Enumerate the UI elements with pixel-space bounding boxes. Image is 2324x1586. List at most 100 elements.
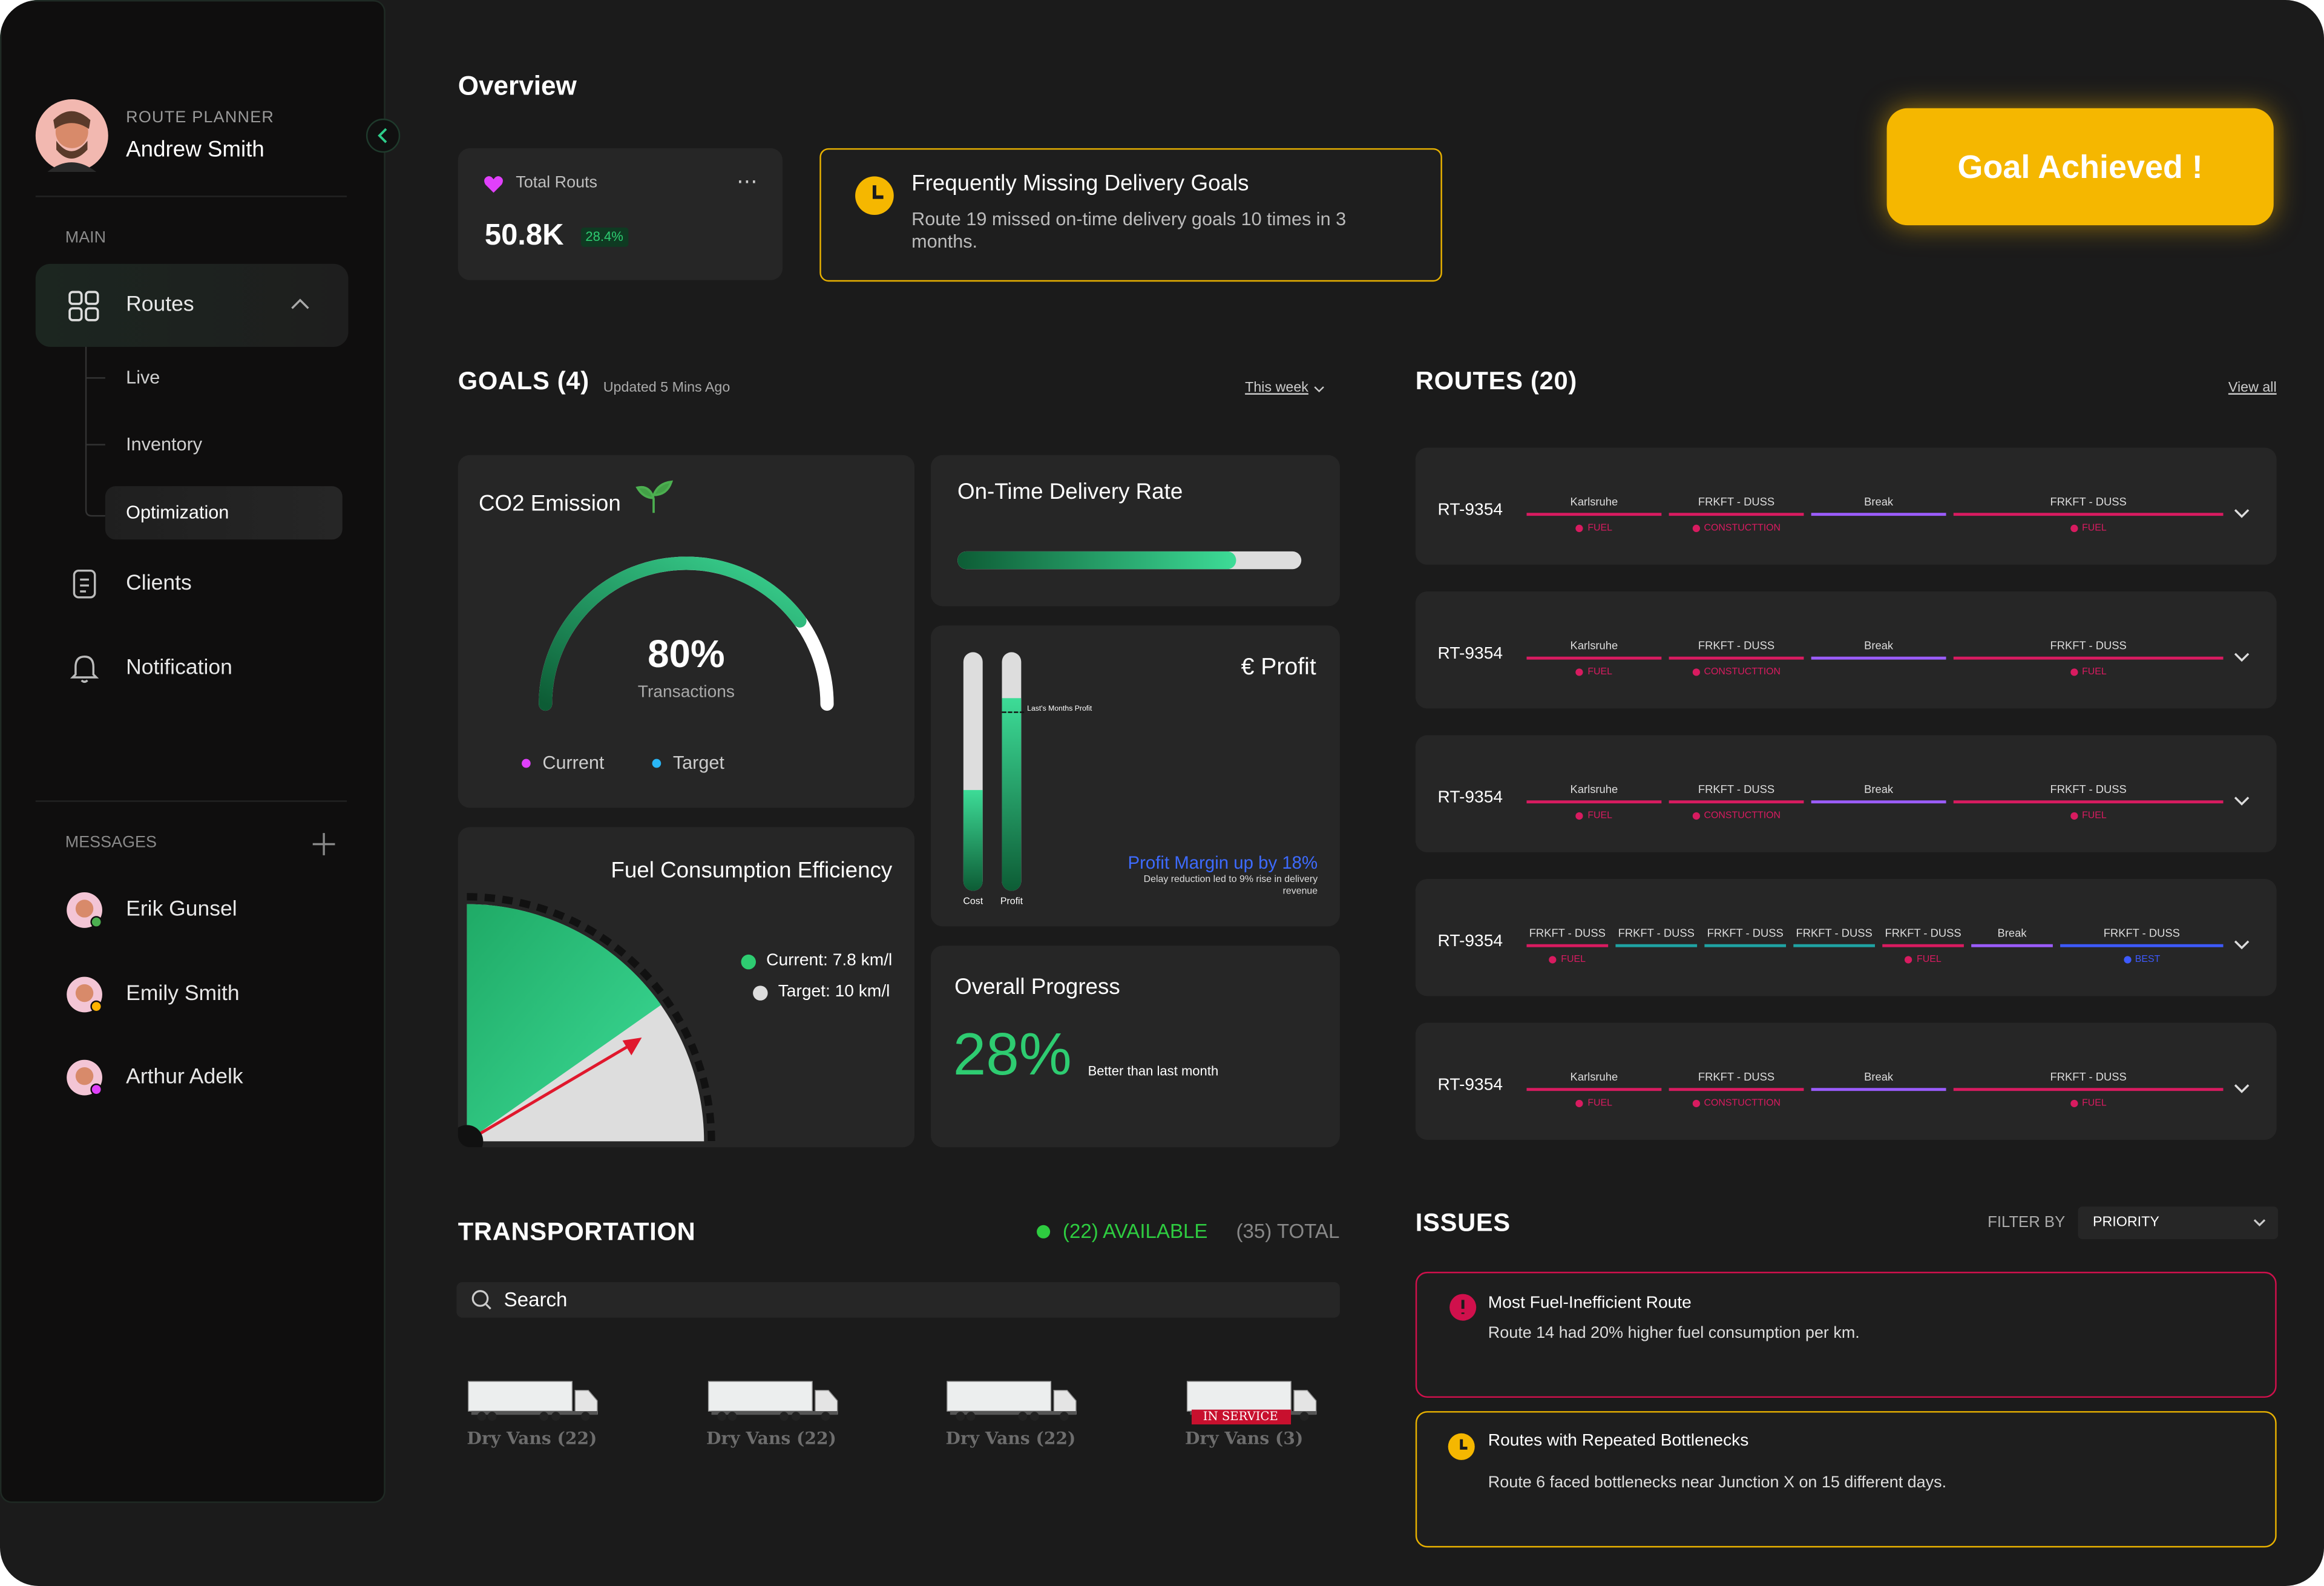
route-row[interactable]: RT-9354 Karlsruhe FUEL FRKFT - DUSS CONSTUCT… (1415, 1022, 2277, 1140)
card-title: Fuel Consumption Efficiency (611, 858, 893, 884)
segment-label: Karlsruhe (1570, 495, 1618, 508)
segment-line (1615, 944, 1698, 947)
truck-image[interactable] (706, 1378, 839, 1423)
wheel (551, 1412, 560, 1421)
route-segment: FRKFT - DUSS BEST (2060, 925, 2224, 969)
route-row[interactable]: RT-9354 Karlsruhe FUEL FRKFT - DUSS CONSTUCT… (1415, 735, 2277, 852)
segment-line (1811, 656, 1946, 659)
wheel (1030, 1412, 1039, 1421)
chevron[interactable] (2253, 1219, 2266, 1228)
wheel (790, 1412, 800, 1421)
graphic (85, 291, 99, 305)
issue-card[interactable] (1415, 1271, 2277, 1398)
route-id: RT-9354 (1437, 789, 1503, 807)
nav-item[interactable]: Routes (126, 293, 194, 317)
segment-line (1811, 513, 1946, 515)
segment-line (1953, 513, 2224, 515)
tag-text: FUEL (1917, 953, 1942, 964)
expand-chevron[interactable] (2234, 652, 2250, 662)
chassis (711, 1411, 837, 1415)
segment-line (1669, 1088, 1804, 1090)
subnav-active[interactable] (105, 486, 343, 540)
expand-chevron[interactable] (2234, 939, 2250, 950)
graphic (485, 1303, 491, 1310)
segment-label: FRKFT - DUSS (1885, 926, 1961, 940)
progress-note: Better than last month (1088, 1063, 1219, 1079)
wheel (778, 1412, 788, 1421)
nav-item[interactable]: Clients (126, 571, 192, 596)
route-segment: Break (1811, 637, 1946, 682)
segment-line (1882, 944, 1964, 947)
chevron-up[interactable] (290, 298, 310, 310)
bar (963, 791, 983, 891)
message-name[interactable]: Arthur Adelk (126, 1065, 243, 1090)
route-row[interactable]: RT-9354 Karlsruhe FUEL FRKFT - DUSS CONSTUCT… (1415, 447, 2277, 565)
more-button[interactable]: ⋯ (737, 169, 759, 193)
tag-dot (1905, 955, 1912, 963)
page-title: Overview (458, 71, 577, 101)
message-name[interactable]: Erik Gunsel (126, 898, 237, 922)
user-name: Andrew Smith (126, 137, 264, 163)
route-segment: Karlsruhe FUEL (1526, 781, 1662, 825)
graphic (484, 176, 503, 193)
subnav-item[interactable]: Live (126, 367, 160, 388)
subnav-item[interactable]: Inventory (126, 433, 203, 455)
truck-image[interactable] (945, 1378, 1078, 1423)
search-box[interactable] (456, 1282, 1340, 1318)
segment-tag: FUEL (1882, 954, 1964, 965)
co2-gauge (539, 556, 834, 711)
segment-label: FRKFT - DUSS (2103, 926, 2180, 940)
filter-dropdown[interactable] (2078, 1206, 2279, 1240)
route-row[interactable]: RT-9354 Karlsruhe FUEL FRKFT - DUSS CONSTUCT… (1415, 591, 2277, 709)
view-all[interactable]: View all (2228, 380, 2277, 396)
route-segments: Karlsruhe FUEL FRKFT - DUSS CONSTUCTTION Bre… (1526, 781, 2224, 825)
segment-line (1704, 944, 1787, 947)
expand-chevron[interactable] (2234, 796, 2250, 806)
truck-image[interactable] (467, 1378, 600, 1423)
available: (22) AVAILABLE (1062, 1220, 1208, 1243)
add-message[interactable] (312, 833, 335, 855)
issue-icon (1449, 1294, 1477, 1321)
segment-label: FRKFT - DUSS (1698, 1070, 1775, 1084)
section-title: GOALS (4) (458, 367, 589, 395)
message-name[interactable]: Emily Smith (126, 982, 240, 1006)
subnav-item[interactable]: Optimization (126, 502, 229, 523)
nav-item[interactable]: Notification (126, 656, 232, 680)
total-card (458, 148, 783, 280)
graphic (2253, 1219, 2266, 1227)
collapse-button[interactable] (366, 118, 401, 153)
tag-dot (2070, 668, 2078, 676)
tag-text: FUEL (2082, 666, 2107, 677)
route-segment: Break (1811, 493, 1946, 538)
total-value: 50.8K (484, 219, 564, 252)
segment-tag: FUEL (1954, 522, 2224, 533)
tag-text: CONSTUCTTION (1704, 810, 1781, 821)
segment-tag: CONSTUCTTION (1669, 522, 1804, 533)
graphic (753, 985, 768, 1001)
expand-chevron[interactable] (2234, 1084, 2250, 1094)
cab (1053, 1390, 1077, 1415)
graphic (1037, 1225, 1051, 1239)
tree-lines (85, 346, 105, 517)
segment-tag: BEST (2060, 954, 2223, 965)
expand-chevron[interactable] (2234, 508, 2250, 519)
divider (35, 800, 347, 802)
segment-line (1811, 1088, 1946, 1090)
route-segment: FRKFT - DUSS (1793, 925, 1875, 969)
period-select[interactable]: This week (1245, 380, 1308, 396)
legend-label: Target: 10 km/l (778, 983, 890, 1001)
route-segment: FRKFT - DUSS CONSTUCTTION (1669, 781, 1804, 825)
issue-card[interactable] (1415, 1411, 2277, 1548)
tag-text: CONSTUCTTION (1704, 1097, 1781, 1108)
section-title: ISSUES (1415, 1208, 1511, 1237)
tag-text: FUEL (1587, 1097, 1613, 1108)
goal-button[interactable]: Goal Achieved ! (1886, 108, 2274, 226)
segment-label: FRKFT - DUSS (2050, 1070, 2127, 1084)
route-segments: Karlsruhe FUEL FRKFT - DUSS CONSTUCTTION Bre… (1526, 493, 2224, 538)
chevron[interactable] (1313, 386, 1325, 393)
heart-icon (484, 176, 503, 193)
sprout-icon (635, 480, 674, 513)
tag-text: FUEL (1587, 522, 1613, 533)
wheel (1060, 1412, 1069, 1421)
route-row[interactable]: RT-9354 FRKFT - DUSS FUEL FRKFT - DUSS FRKFT… (1415, 879, 2277, 996)
